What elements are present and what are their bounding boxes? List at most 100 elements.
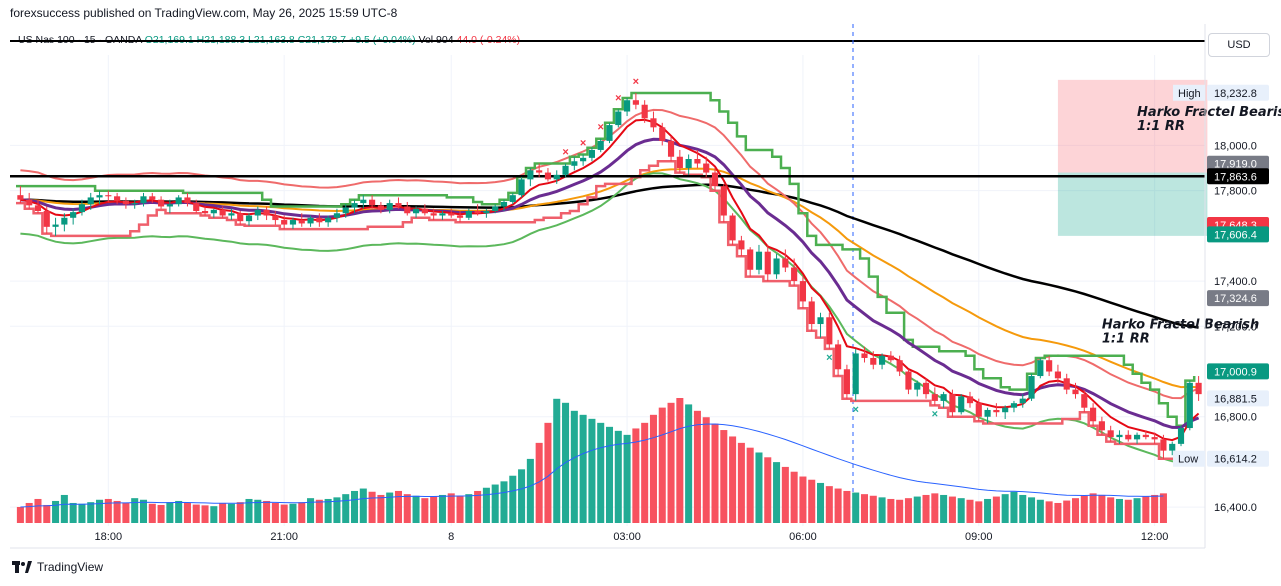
ma-50-line [20,167,1199,389]
candle-body [272,215,279,221]
candle-body [553,174,560,180]
volume-bar [491,484,499,523]
candle-body [1151,437,1158,440]
candle-body [527,170,534,180]
volume-bar [1080,495,1088,523]
candle-body [808,301,815,325]
volume-bar [570,410,578,523]
volume-bar [729,436,737,523]
candle-body [580,157,587,162]
volume-bar [685,404,693,523]
candle-body [421,208,428,214]
fractal-marker: × [826,352,832,364]
candle-body [966,396,974,404]
tradingview-logo[interactable]: TradingView [12,560,103,574]
candle-body [826,317,833,345]
volume-bar [746,447,754,523]
volume-bar [614,430,622,523]
candle-body [676,156,683,169]
volume-bar [843,490,851,523]
volume-bar [342,494,350,523]
candle-body [184,197,191,204]
candle-body [26,199,33,206]
candle-body [835,344,842,370]
candle-body [755,251,763,270]
volume-bar [966,499,974,523]
volume-bar [271,502,279,523]
volume-bar [605,426,614,523]
volume-bar [175,500,183,523]
candle-body [764,251,771,275]
price-tag: Low [1178,454,1198,466]
candle-body [1195,382,1202,395]
candle-body [975,403,982,417]
candle-body [870,357,877,365]
price-label-box [1207,450,1269,467]
candle-body [931,394,938,401]
candle-body [843,369,850,395]
candle-body [615,111,622,126]
volume-bar [500,481,508,523]
volume-bar [1124,499,1132,523]
x-tick-label: 03:00 [613,531,641,543]
candle-body [597,140,604,150]
volume-bar [96,499,104,523]
price-label: 17,324.6 [1214,293,1257,305]
candle-body [333,213,341,218]
volume-bar [509,475,517,523]
candle-body [799,281,807,302]
volume-bar [720,430,728,523]
candle-body [369,199,376,206]
volume-bar [1151,494,1159,523]
volume-bar [579,414,587,523]
fractal-marker: × [562,147,568,159]
volume-bar [931,493,939,523]
volume-bar [773,462,781,523]
volume-bar [825,486,833,523]
candle-body [87,197,94,205]
candle-body [70,212,77,218]
candle-body [914,382,921,390]
volume-bar [913,496,921,523]
currency-button[interactable]: USD [1208,33,1270,57]
volume-bar [350,490,359,523]
candle-body [518,179,525,196]
chart-annotation: 1:1 RR [1102,332,1150,347]
candle-body [1054,371,1061,379]
candle-body [342,207,349,214]
volume-bar [1045,501,1053,523]
candle-body [228,213,235,216]
candle-body [791,267,798,282]
candle-body [166,204,173,207]
price-label-box [1207,363,1269,380]
candle-body [1133,434,1141,440]
price-tag-box [1173,450,1205,467]
volume-bar [869,495,877,523]
volume-bar [289,503,297,523]
volume-bar [210,506,218,523]
candle-body [1081,394,1088,408]
candle-body [1098,421,1105,431]
candle-body [1142,434,1149,438]
volume-bar [359,488,367,523]
candle-body [17,195,24,200]
candle-body [395,203,402,207]
volume-bar [1063,500,1071,523]
volume-bar [887,498,895,523]
x-tick-label: 18:00 [95,531,123,543]
candle-body [536,170,543,173]
candle-body [465,211,472,218]
candle-body [1177,428,1185,444]
volume-bar [984,498,992,523]
volume-bar [324,498,332,523]
volume-bar [641,422,649,523]
volume-bar [526,458,534,523]
volume-bar [878,497,886,523]
candle-body [193,203,200,211]
volume-bar [834,488,842,523]
candle-body [263,209,270,216]
volume-bar [632,428,640,523]
candle-body [386,203,393,210]
volume-bar [808,479,816,523]
